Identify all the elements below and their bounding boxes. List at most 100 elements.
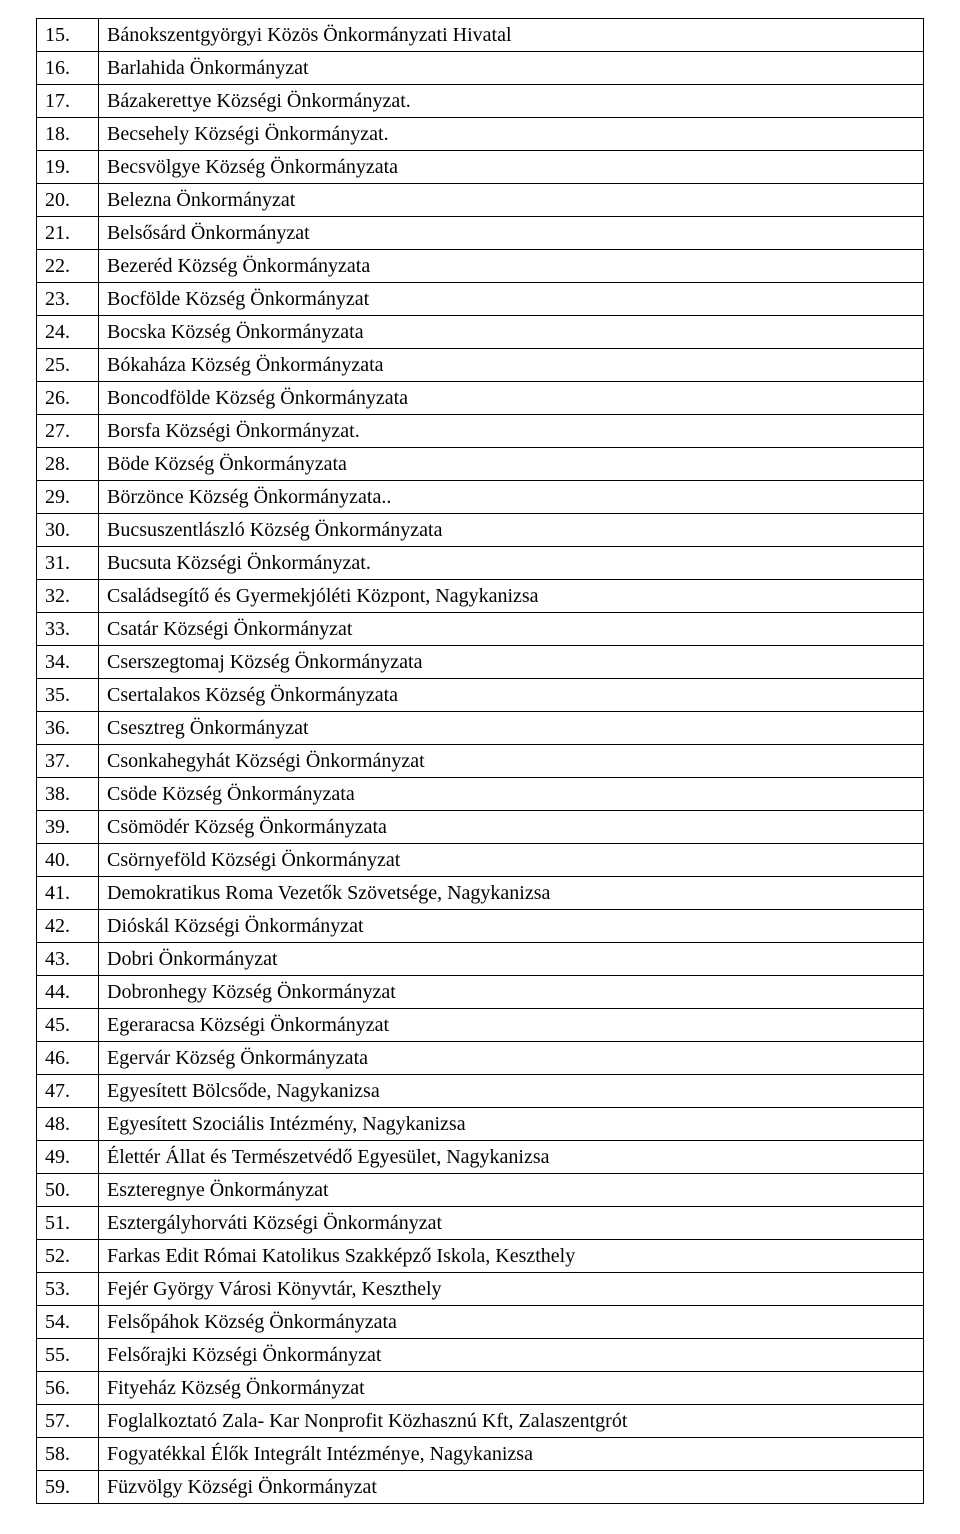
row-number: 28. (37, 448, 99, 481)
row-number: 24. (37, 316, 99, 349)
row-number: 18. (37, 118, 99, 151)
row-name: Felsőrajki Községi Önkormányzat (99, 1339, 924, 1372)
row-number: 48. (37, 1108, 99, 1141)
row-name: Egervár Község Önkormányzata (99, 1042, 924, 1075)
row-number: 20. (37, 184, 99, 217)
row-name: Demokratikus Roma Vezetők Szövetsége, Na… (99, 877, 924, 910)
row-name: Esztergályhorváti Községi Önkormányzat (99, 1207, 924, 1240)
row-name: Bezeréd Község Önkormányzata (99, 250, 924, 283)
table-row: 44.Dobronhegy Község Önkormányzat (37, 976, 924, 1009)
table-row: 28.Böde Község Önkormányzata (37, 448, 924, 481)
row-number: 26. (37, 382, 99, 415)
table-row: 32.Családsegítő és Gyermekjóléti Központ… (37, 580, 924, 613)
table-row: 48.Egyesített Szociális Intézmény, Nagyk… (37, 1108, 924, 1141)
row-name: Barlahida Önkormányzat (99, 52, 924, 85)
table-row: 36.Csesztreg Önkormányzat (37, 712, 924, 745)
row-number: 57. (37, 1405, 99, 1438)
row-name: Bázakerettye Községi Önkormányzat. (99, 85, 924, 118)
row-number: 29. (37, 481, 99, 514)
row-name: Cserszegtomaj Község Önkormányzata (99, 646, 924, 679)
row-number: 35. (37, 679, 99, 712)
row-number: 19. (37, 151, 99, 184)
row-number: 33. (37, 613, 99, 646)
row-number: 27. (37, 415, 99, 448)
row-name: Családsegítő és Gyermekjóléti Központ, N… (99, 580, 924, 613)
row-name: Dobri Önkormányzat (99, 943, 924, 976)
row-name: Belsősárd Önkormányzat (99, 217, 924, 250)
table-row: 31.Bucsuta Községi Önkormányzat. (37, 547, 924, 580)
row-number: 37. (37, 745, 99, 778)
row-name: Csörnyeföld Községi Önkormányzat (99, 844, 924, 877)
table-row: 34.Cserszegtomaj Község Önkormányzata (37, 646, 924, 679)
table-row: 25.Bókaháza Község Önkormányzata (37, 349, 924, 382)
row-name: Csonkahegyhát Községi Önkormányzat (99, 745, 924, 778)
row-number: 53. (37, 1273, 99, 1306)
table-row: 59.Füzvölgy Községi Önkormányzat (37, 1471, 924, 1504)
row-number: 43. (37, 943, 99, 976)
table-row: 57.Foglalkoztató Zala- Kar Nonprofit Köz… (37, 1405, 924, 1438)
row-name: Dióskál Községi Önkormányzat (99, 910, 924, 943)
table-row: 41.Demokratikus Roma Vezetők Szövetsége,… (37, 877, 924, 910)
table-row: 30.Bucsuszentlászló Község Önkormányzata (37, 514, 924, 547)
row-name: Belezna Önkormányzat (99, 184, 924, 217)
row-number: 49. (37, 1141, 99, 1174)
row-name: Csömödér Község Önkormányzata (99, 811, 924, 844)
row-name: Fejér György Városi Könyvtár, Keszthely (99, 1273, 924, 1306)
row-number: 59. (37, 1471, 99, 1504)
table-row: 54.Felsőpáhok Község Önkormányzata (37, 1306, 924, 1339)
row-name: Fityeház Község Önkormányzat (99, 1372, 924, 1405)
table-row: 52.Farkas Edit Római Katolikus Szakképző… (37, 1240, 924, 1273)
row-number: 52. (37, 1240, 99, 1273)
row-number: 22. (37, 250, 99, 283)
row-name: Csertalakos Község Önkormányzata (99, 679, 924, 712)
row-name: Bucsuta Községi Önkormányzat. (99, 547, 924, 580)
row-number: 41. (37, 877, 99, 910)
row-name: Csöde Község Önkormányzata (99, 778, 924, 811)
table-row: 23.Bocfölde Község Önkormányzat (37, 283, 924, 316)
row-name: Eszteregnye Önkormányzat (99, 1174, 924, 1207)
row-number: 56. (37, 1372, 99, 1405)
row-number: 38. (37, 778, 99, 811)
table-row: 29.Börzönce Község Önkormányzata.. (37, 481, 924, 514)
table-row: 19.Becsvölgye Község Önkormányzata (37, 151, 924, 184)
row-name: Foglalkoztató Zala- Kar Nonprofit Közhas… (99, 1405, 924, 1438)
municipality-table: 15.Bánokszentgyörgyi Közös Önkormányzati… (36, 18, 924, 1504)
table-row: 38.Csöde Község Önkormányzata (37, 778, 924, 811)
table-row: 18.Becsehely Községi Önkormányzat. (37, 118, 924, 151)
row-number: 21. (37, 217, 99, 250)
table-row: 15.Bánokszentgyörgyi Közös Önkormányzati… (37, 19, 924, 52)
table-row: 35.Csertalakos Község Önkormányzata (37, 679, 924, 712)
row-number: 32. (37, 580, 99, 613)
row-name: Felsőpáhok Község Önkormányzata (99, 1306, 924, 1339)
row-number: 17. (37, 85, 99, 118)
row-name: Boncodfölde Község Önkormányzata (99, 382, 924, 415)
row-number: 39. (37, 811, 99, 844)
table-row: 33.Csatár Községi Önkormányzat (37, 613, 924, 646)
row-number: 30. (37, 514, 99, 547)
table-row: 17.Bázakerettye Községi Önkormányzat. (37, 85, 924, 118)
table-row: 56.Fityeház Község Önkormányzat (37, 1372, 924, 1405)
row-number: 23. (37, 283, 99, 316)
table-row: 50.Eszteregnye Önkormányzat (37, 1174, 924, 1207)
row-name: Böde Község Önkormányzata (99, 448, 924, 481)
table-row: 49.Élettér Állat és Természetvédő Egyesü… (37, 1141, 924, 1174)
table-row: 51.Esztergályhorváti Községi Önkormányza… (37, 1207, 924, 1240)
row-number: 47. (37, 1075, 99, 1108)
table-row: 47.Egyesített Bölcsőde, Nagykanizsa (37, 1075, 924, 1108)
row-number: 50. (37, 1174, 99, 1207)
row-name: Egyesített Bölcsőde, Nagykanizsa (99, 1075, 924, 1108)
row-name: Borsfa Községi Önkormányzat. (99, 415, 924, 448)
row-number: 46. (37, 1042, 99, 1075)
table-row: 27.Borsfa Községi Önkormányzat. (37, 415, 924, 448)
row-name: Dobronhegy Község Önkormányzat (99, 976, 924, 1009)
row-name: Csesztreg Önkormányzat (99, 712, 924, 745)
table-row: 39.Csömödér Község Önkormányzata (37, 811, 924, 844)
table-row: 42.Dióskál Községi Önkormányzat (37, 910, 924, 943)
row-name: Bucsuszentlászló Község Önkormányzata (99, 514, 924, 547)
row-name: Becsehely Községi Önkormányzat. (99, 118, 924, 151)
row-number: 15. (37, 19, 99, 52)
row-name: Börzönce Község Önkormányzata.. (99, 481, 924, 514)
row-name: Csatár Községi Önkormányzat (99, 613, 924, 646)
row-number: 34. (37, 646, 99, 679)
row-number: 40. (37, 844, 99, 877)
